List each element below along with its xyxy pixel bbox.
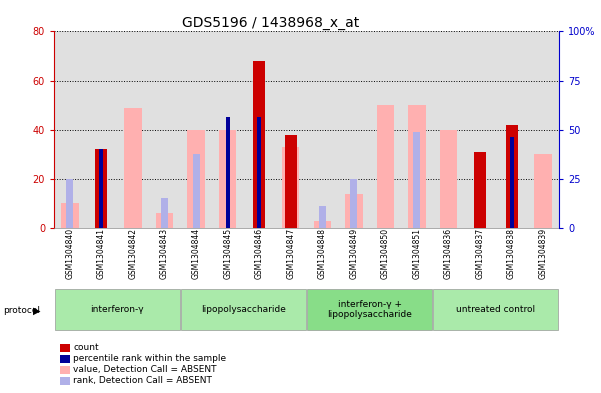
Text: GSM1304848: GSM1304848 [318,228,327,279]
Bar [314,220,331,228]
Bar [180,31,212,228]
Bar [307,31,338,228]
Bar [243,31,275,228]
Bar [96,149,108,228]
Bar [338,31,370,228]
Bar [55,289,180,330]
Bar [370,31,401,228]
Bar [413,132,421,228]
Text: ▶: ▶ [34,305,41,316]
Bar [192,154,200,228]
Text: GSM1304844: GSM1304844 [192,228,201,279]
Bar [285,134,297,228]
Text: GSM1304849: GSM1304849 [349,228,358,279]
Text: protocol: protocol [3,306,40,315]
Bar [99,149,103,228]
Text: GSM1304836: GSM1304836 [444,228,453,279]
Text: GSM1304838: GSM1304838 [507,228,516,279]
Text: rank, Detection Call = ABSENT: rank, Detection Call = ABSENT [73,376,212,385]
Bar [188,130,205,228]
Bar [54,31,85,228]
Bar [156,213,173,228]
Text: GSM1304837: GSM1304837 [475,228,484,279]
Bar [219,130,236,228]
Bar [307,289,432,330]
Bar [433,289,558,330]
Bar [282,147,299,228]
Bar [225,118,230,228]
Bar [440,130,457,228]
Bar [528,31,559,228]
Bar [181,289,306,330]
Text: untreated control: untreated control [456,305,535,314]
Bar [85,31,117,228]
Bar [505,125,517,228]
Bar [350,179,358,228]
Bar [253,61,265,228]
Bar [149,31,180,228]
Bar [510,137,514,228]
Bar [319,206,326,228]
Text: GSM1304846: GSM1304846 [255,228,264,279]
Bar [257,118,261,228]
Bar [534,154,552,228]
Text: percentile rank within the sample: percentile rank within the sample [73,354,227,363]
Text: GSM1304840: GSM1304840 [66,228,75,279]
Text: GSM1304851: GSM1304851 [412,228,421,279]
Bar [408,105,426,228]
Text: interferon-γ +
lipopolysaccharide: interferon-γ + lipopolysaccharide [327,300,412,319]
Bar [61,204,79,228]
Text: GSM1304839: GSM1304839 [538,228,548,279]
Bar [66,179,73,228]
Bar [474,152,486,228]
Text: GSM1304845: GSM1304845 [223,228,232,279]
Bar [117,31,149,228]
Text: GSM1304847: GSM1304847 [286,228,295,279]
Bar [275,31,307,228]
Text: GSM1304842: GSM1304842 [129,228,138,279]
Text: value, Detection Call = ABSENT: value, Detection Call = ABSENT [73,365,217,374]
Bar [401,31,433,228]
Bar [377,105,394,228]
Bar [433,31,464,228]
Bar [161,198,168,228]
Bar [496,31,528,228]
Bar [345,193,362,228]
Text: interferon-γ: interferon-γ [90,305,144,314]
Bar [212,31,243,228]
Text: count: count [73,343,99,352]
Text: GSM1304843: GSM1304843 [160,228,169,279]
Bar [124,108,142,228]
Text: GDS5196 / 1438968_x_at: GDS5196 / 1438968_x_at [182,16,359,30]
Text: GSM1304850: GSM1304850 [381,228,390,279]
Text: lipopolysaccharide: lipopolysaccharide [201,305,286,314]
Bar [464,31,496,228]
Text: GSM1304841: GSM1304841 [97,228,106,279]
